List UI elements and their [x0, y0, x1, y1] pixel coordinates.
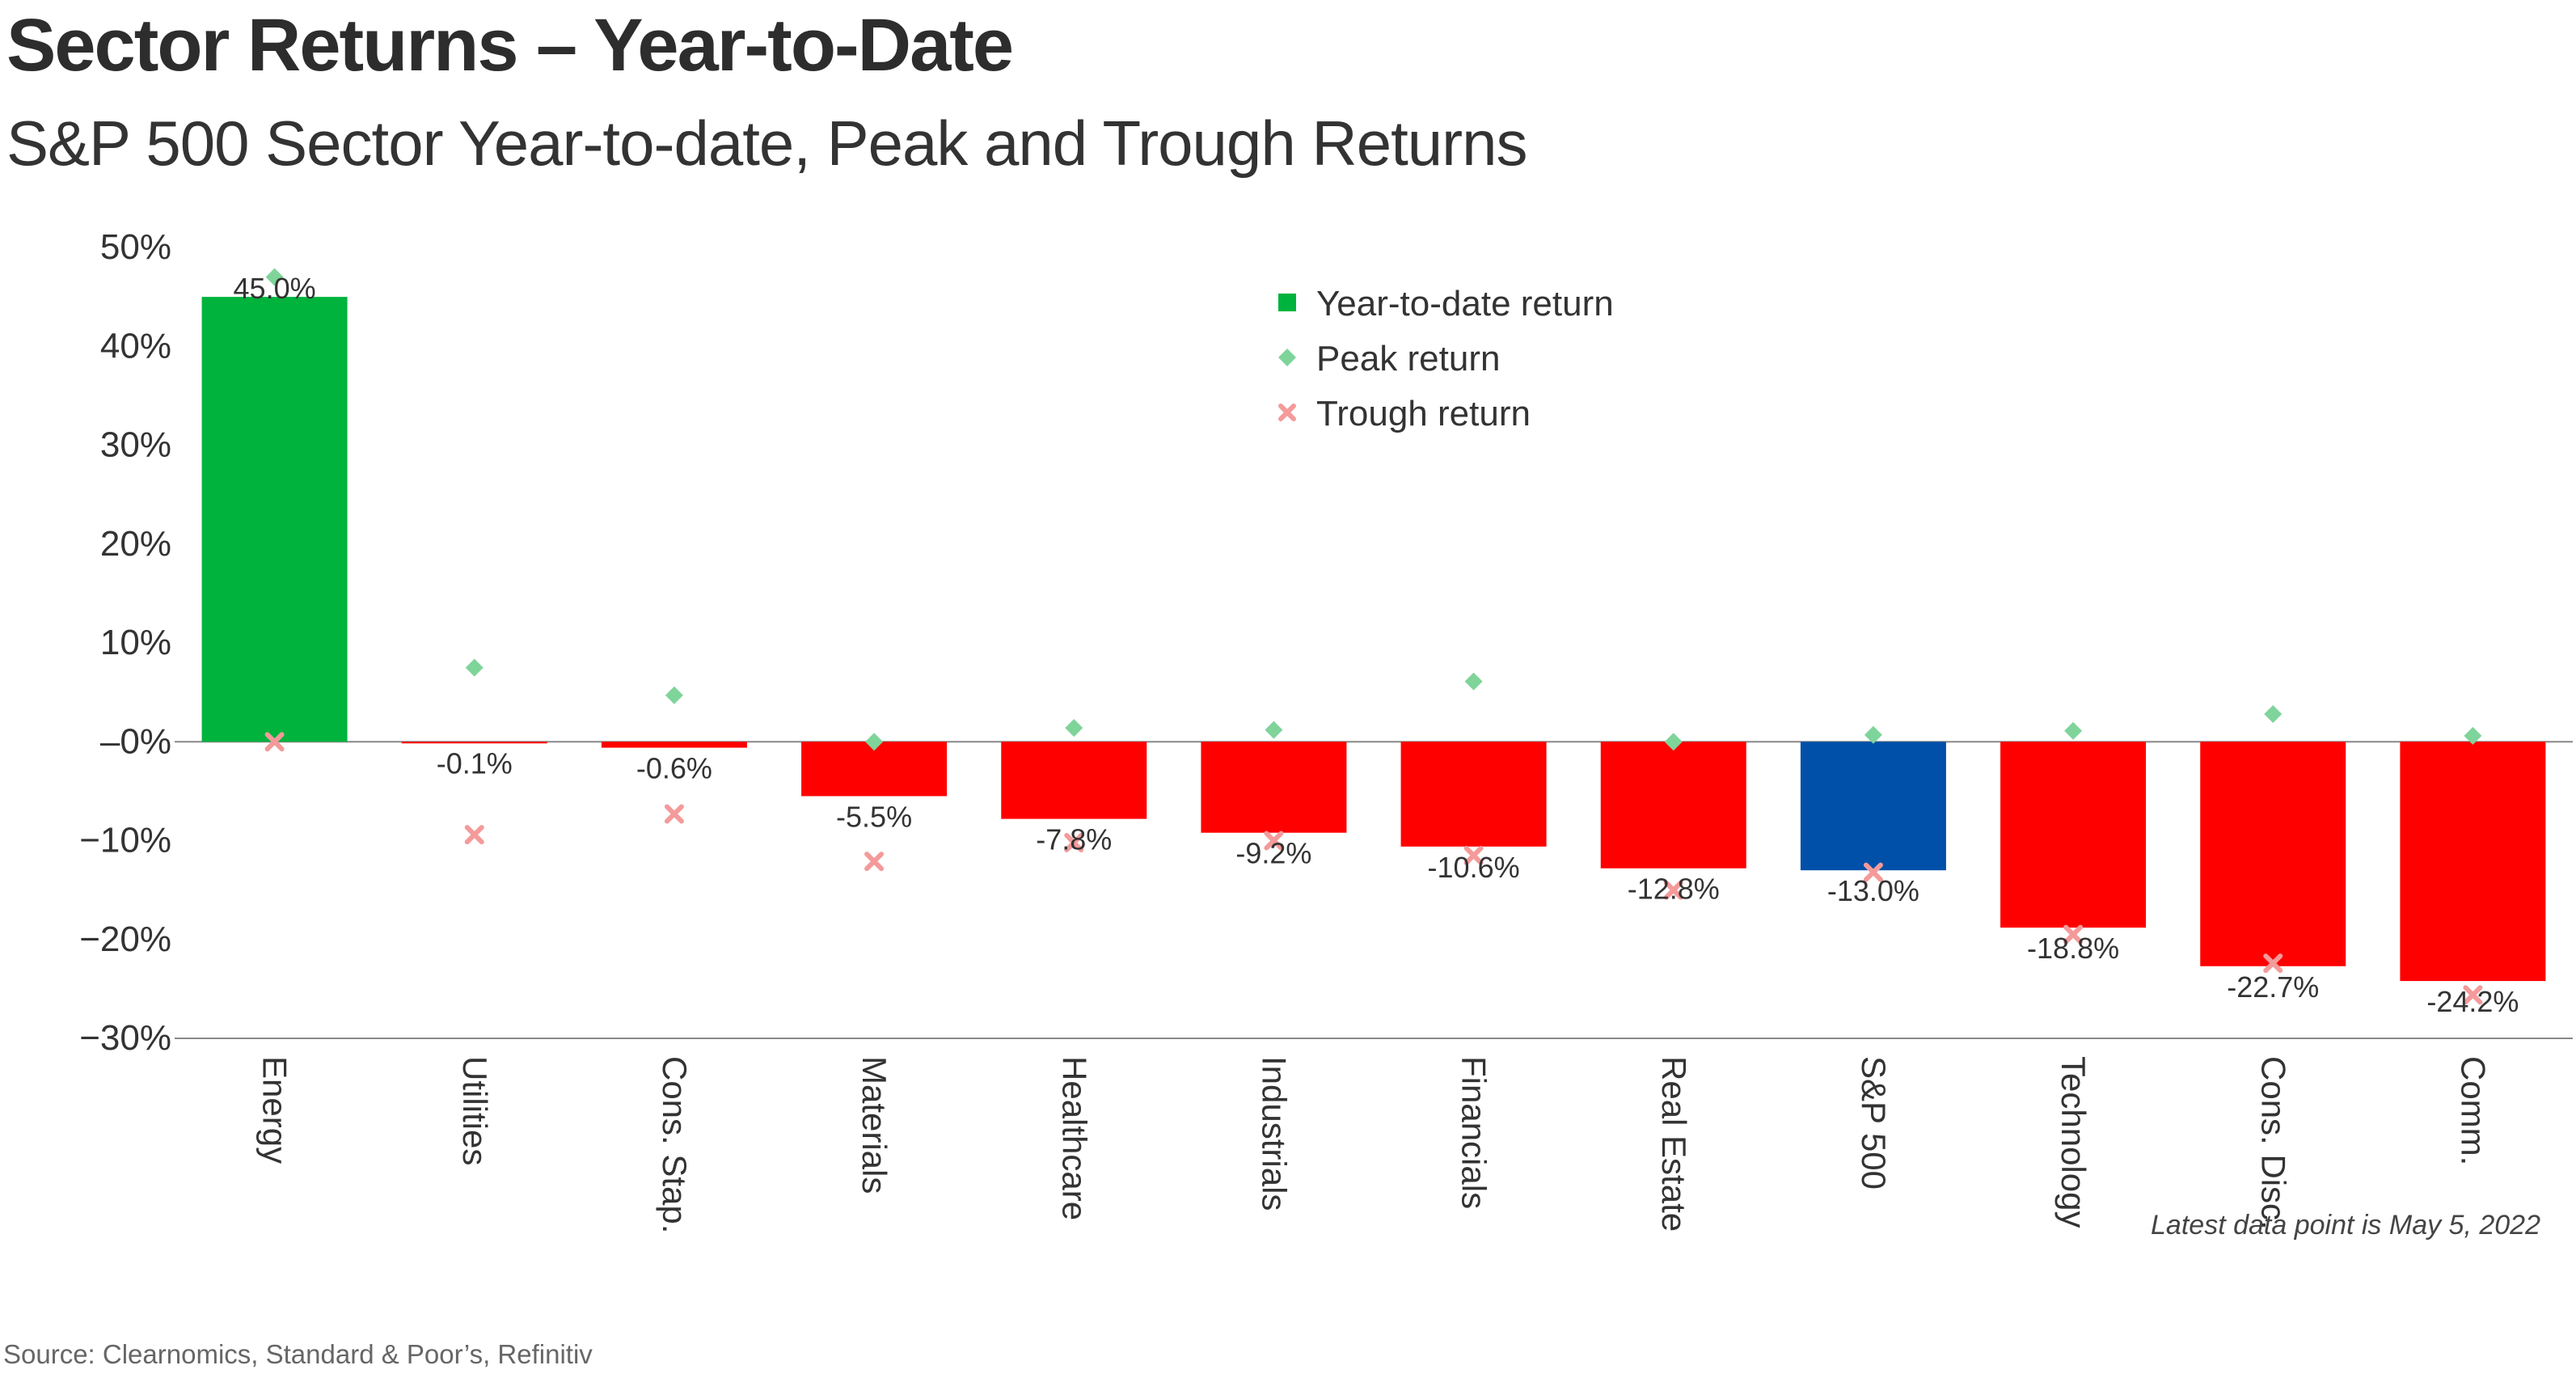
y-tick-label: −10%: [79, 821, 171, 860]
y-tick-label: 30%: [100, 425, 171, 465]
data-label-0: 45.0%: [234, 272, 316, 305]
peak-marker-3: [865, 733, 884, 751]
bar-6: [1400, 742, 1547, 847]
peak-marker-6: [1464, 672, 1483, 691]
x-tick-label-8: S&P 500: [1855, 1056, 1893, 1190]
y-tick-label: −20%: [79, 919, 171, 959]
x-tick-label-3: Materials: [855, 1056, 893, 1194]
x-tick-label-1: Utilities: [456, 1056, 494, 1165]
peak-marker-9: [2064, 721, 2083, 740]
legend-peak-swatch: [1278, 349, 1296, 366]
y-tick-label: –0%: [100, 721, 171, 761]
bar-3: [801, 742, 948, 797]
bar-7: [1600, 742, 1746, 869]
bar-0: [201, 297, 348, 742]
x-tick-label-7: Real Estate: [1655, 1056, 1693, 1232]
legend-ytd-swatch: [1278, 294, 1296, 311]
peak-marker-8: [1864, 725, 1882, 744]
source-note: Source: Clearnomics, Standard & Poor’s, …: [3, 1339, 593, 1369]
bar-5: [1201, 742, 1347, 833]
trough-marker-2: [664, 804, 684, 824]
bar-9: [2000, 742, 2147, 928]
y-tick-label: 40%: [100, 326, 171, 366]
bar-2: [601, 742, 747, 748]
data-date-note: Latest data point is May 5, 2022: [2151, 1210, 2540, 1241]
legend-trough-swatch: [1278, 404, 1296, 421]
data-label-3: -5.5%: [836, 800, 912, 833]
bar-4: [1001, 742, 1147, 819]
data-label-4: -7.8%: [1036, 823, 1112, 856]
legend-label-2: Trough return: [1316, 394, 1531, 433]
trough-marker-1: [464, 825, 484, 845]
x-tick-label-4: Healthcare: [1055, 1056, 1093, 1220]
y-tick-label: 50%: [100, 227, 171, 267]
trough-marker-11: [2463, 985, 2483, 1005]
trough-marker-3: [864, 852, 885, 872]
bar-10: [2200, 742, 2346, 966]
peak-marker-2: [665, 686, 683, 704]
data-label-5: -9.2%: [1235, 837, 1311, 870]
x-tick-label-2: Cons. Stap.: [656, 1056, 694, 1233]
data-label-2: -0.6%: [636, 752, 712, 785]
x-tick-label-11: Comm.: [2454, 1056, 2492, 1165]
trough-marker-10: [2263, 953, 2283, 974]
legend-label-1: Peak return: [1316, 339, 1500, 378]
peak-marker-1: [465, 658, 484, 677]
data-label-9: -18.8%: [2027, 932, 2119, 965]
peak-marker-5: [1265, 721, 1283, 739]
trough-marker-5: [1264, 831, 1284, 851]
x-tick-label-0: Energy: [256, 1056, 294, 1164]
trough-marker-4: [1064, 832, 1084, 852]
trough-marker-9: [2063, 924, 2084, 945]
legend-label-0: Year-to-date return: [1316, 284, 1614, 323]
trough-marker-8: [1863, 862, 1883, 882]
bar-11: [2400, 742, 2546, 982]
data-label-7: -12.8%: [1628, 873, 1720, 906]
y-tick-label: 20%: [100, 524, 171, 564]
x-tick-label-5: Industrials: [1255, 1056, 1293, 1211]
trough-marker-0: [264, 732, 285, 752]
chart-title: Sector Returns – Year-to-Date: [6, 4, 1014, 87]
data-label-11: -24.2%: [2426, 985, 2519, 1018]
bar-1: [401, 742, 547, 744]
y-tick-label: 10%: [100, 623, 171, 662]
x-tick-label-10: Cons. Disc.: [2254, 1056, 2292, 1230]
peak-marker-4: [1065, 719, 1083, 738]
data-label-10: -22.7%: [2227, 970, 2319, 1004]
y-tick-label: −30%: [79, 1018, 171, 1058]
peak-marker-0: [265, 268, 284, 286]
trough-marker-7: [1663, 880, 1683, 900]
x-tick-label-9: Technology: [2054, 1056, 2092, 1228]
chart-subtitle: S&P 500 Sector Year-to-date, Peak and Tr…: [6, 108, 1527, 179]
data-label-1: -0.1%: [437, 746, 513, 780]
peak-marker-11: [2464, 726, 2482, 745]
data-label-8: -13.0%: [1827, 874, 1919, 907]
data-label-6: -10.6%: [1428, 851, 1520, 884]
peak-marker-10: [2264, 705, 2283, 724]
peak-marker-7: [1664, 733, 1683, 751]
trough-marker-6: [1463, 845, 1484, 865]
x-tick-label-6: Financials: [1455, 1056, 1493, 1209]
bar-8: [1800, 742, 1946, 871]
